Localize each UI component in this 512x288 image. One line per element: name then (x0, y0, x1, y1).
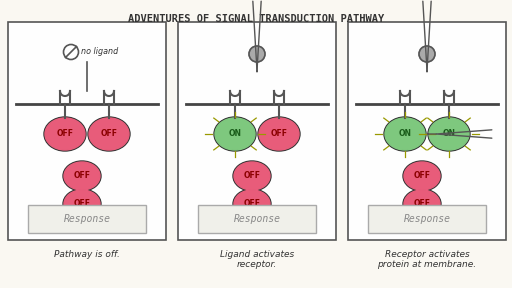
Ellipse shape (403, 189, 441, 219)
Text: Receptor activates
protein at membrane.: Receptor activates protein at membrane. (377, 250, 477, 269)
Text: Ligand activates
receptor.: Ligand activates receptor. (220, 250, 294, 269)
Ellipse shape (384, 117, 426, 151)
Circle shape (63, 45, 78, 60)
Text: ADVENTURES OF SIGNAL TRANSDUCTION PATHWAY: ADVENTURES OF SIGNAL TRANSDUCTION PATHWA… (128, 14, 384, 24)
Ellipse shape (259, 118, 299, 150)
Text: OFF: OFF (244, 200, 261, 209)
Ellipse shape (385, 118, 425, 150)
Text: OFF: OFF (244, 171, 261, 181)
Text: ON: ON (398, 130, 412, 139)
Ellipse shape (234, 162, 270, 190)
Ellipse shape (63, 161, 101, 191)
Ellipse shape (44, 117, 86, 151)
Ellipse shape (404, 190, 440, 218)
Ellipse shape (215, 118, 255, 150)
Ellipse shape (64, 190, 100, 218)
Circle shape (419, 46, 435, 62)
FancyBboxPatch shape (348, 22, 506, 240)
Text: OFF: OFF (270, 130, 288, 139)
Ellipse shape (428, 117, 470, 151)
Ellipse shape (403, 161, 441, 191)
Text: Response: Response (403, 214, 451, 224)
FancyBboxPatch shape (28, 205, 146, 233)
Ellipse shape (45, 118, 85, 150)
Ellipse shape (258, 117, 300, 151)
Text: OFF: OFF (74, 171, 91, 181)
FancyBboxPatch shape (178, 22, 336, 240)
Ellipse shape (214, 117, 256, 151)
Ellipse shape (89, 118, 129, 150)
Ellipse shape (88, 117, 130, 151)
Ellipse shape (63, 189, 101, 219)
Text: Pathway is off.: Pathway is off. (54, 250, 120, 259)
Text: OFF: OFF (414, 171, 431, 181)
Text: OFF: OFF (414, 200, 431, 209)
FancyBboxPatch shape (198, 205, 316, 233)
Ellipse shape (404, 162, 440, 190)
FancyBboxPatch shape (8, 22, 166, 240)
Ellipse shape (234, 190, 270, 218)
Ellipse shape (64, 162, 100, 190)
Circle shape (249, 46, 265, 62)
Text: OFF: OFF (74, 200, 91, 209)
Text: OFF: OFF (100, 130, 117, 139)
Text: ON: ON (442, 130, 456, 139)
Ellipse shape (429, 118, 469, 150)
Text: no ligand: no ligand (81, 48, 118, 56)
Text: ON: ON (228, 130, 242, 139)
Ellipse shape (233, 161, 271, 191)
FancyBboxPatch shape (368, 205, 486, 233)
Text: OFF: OFF (56, 130, 74, 139)
Ellipse shape (233, 189, 271, 219)
Text: Response: Response (63, 214, 111, 224)
Text: Response: Response (233, 214, 281, 224)
